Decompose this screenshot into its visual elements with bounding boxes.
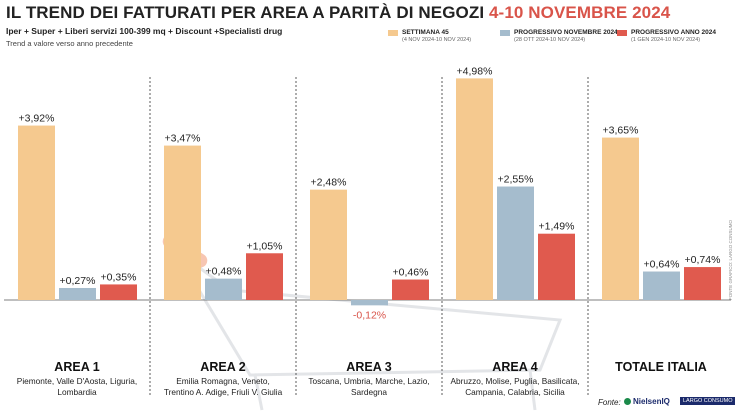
bar-0-0 (18, 125, 55, 300)
legend-label: SETTIMANA 45 (402, 29, 449, 36)
category-regions: Emilia Romagna, Veneto, (176, 376, 270, 386)
legend-range: (1 GEN 2024-10 NOV 2024) (631, 37, 701, 44)
legend-range: (4 NOV 2024-10 NOV 2024) (402, 37, 472, 44)
chart-subtitle: Iper + Super + Liberi servizi 100-399 mq… (6, 26, 283, 36)
category-regions: Piemonte, Valle D'Aosta, Liguria, (17, 376, 137, 386)
data-label: +2,48% (311, 177, 347, 189)
bar-0-3 (456, 78, 493, 300)
legend-swatch (500, 29, 510, 36)
category-regions: Toscana, Umbria, Marche, Lazio, (308, 376, 429, 386)
data-label: +1,49% (539, 221, 575, 233)
data-label: +0,46% (393, 267, 429, 279)
title-date: 4-10 NOVEMBRE 2024 (489, 3, 671, 22)
bar-1-4 (643, 271, 680, 300)
largo-consumo-logo: LARGO CONSUMO (680, 397, 735, 405)
nielseniq-logo: NielsenIQ (624, 397, 670, 406)
bar-1-2 (351, 300, 388, 306)
data-label: +4,98% (457, 65, 493, 77)
legend-range: (28 OTT 2024-10 NOV 2024) (514, 37, 586, 44)
bar-1-1 (205, 278, 242, 300)
data-label: +3,47% (165, 133, 201, 145)
legend-swatch (617, 29, 627, 36)
category-regions: Trentino A. Adige, Friuli V. Giulia (164, 387, 283, 397)
data-label: +0,74% (685, 254, 721, 266)
category-label: AREA 2 (200, 360, 245, 374)
chart-title: IL TREND DEI FATTURATI PER AREA A PARITÀ… (6, 3, 670, 23)
category-regions: Abruzzo, Molise, Puglia, Basilicata, (450, 376, 579, 386)
title-main: IL TREND DEI FATTURATI PER AREA A PARITÀ… (6, 3, 485, 22)
bar-2-2 (392, 279, 429, 300)
legend-item-settimana: SETTIMANA 45 (4 NOV 2024-10 NOV 2024) (388, 29, 471, 43)
category-regions: Campania, Calabria, Sicilia (465, 387, 565, 397)
data-label: +2,55% (498, 174, 534, 186)
logo-dot-icon (624, 398, 631, 406)
data-label: +3,65% (603, 125, 639, 137)
data-label: +0,35% (101, 271, 137, 283)
category-label: AREA 4 (492, 360, 537, 374)
chart-note: Trend a valore verso anno precedente (6, 39, 133, 48)
category-label: AREA 3 (346, 360, 391, 374)
bar-0-1 (164, 145, 201, 300)
bar-2-0 (100, 284, 137, 300)
data-label: +0,48% (206, 266, 242, 278)
graphic-credit: FONTE GRAFICO: LARGO CONSUMO (728, 219, 733, 300)
bar-0-2 (310, 189, 347, 300)
bar-2-1 (246, 253, 283, 300)
category-label: TOTALE ITALIA (615, 360, 707, 374)
data-label: +3,92% (19, 113, 55, 125)
data-label: +0,27% (60, 275, 96, 287)
legend-swatch (388, 29, 398, 36)
data-label: -0,12% (353, 309, 386, 321)
category-label: AREA 1 (54, 360, 99, 374)
category-regions: Lombardia (57, 387, 97, 397)
bar-2-3 (538, 233, 575, 300)
legend-item-novembre: PROGRESSIVO NOVEMBRE 2024 (28 OTT 2024-1… (500, 29, 618, 43)
legend-label: PROGRESSIVO ANNO 2024 (631, 29, 717, 36)
legend-label: PROGRESSIVO NOVEMBRE 2024 (514, 29, 618, 36)
bar-1-3 (497, 186, 534, 300)
bar-0-4 (602, 137, 639, 300)
data-label: +1,05% (247, 240, 283, 252)
bar-1-0 (59, 287, 96, 300)
nielseniq-logo-text: NielsenIQ (633, 397, 670, 406)
bar-2-4 (684, 267, 721, 300)
source-label: Fonte: (598, 398, 621, 407)
category-regions: Sardegna (351, 387, 387, 397)
legend-item-anno: PROGRESSIVO ANNO 2024 (1 GEN 2024-10 NOV… (617, 29, 716, 43)
data-label: +0,64% (644, 259, 680, 271)
